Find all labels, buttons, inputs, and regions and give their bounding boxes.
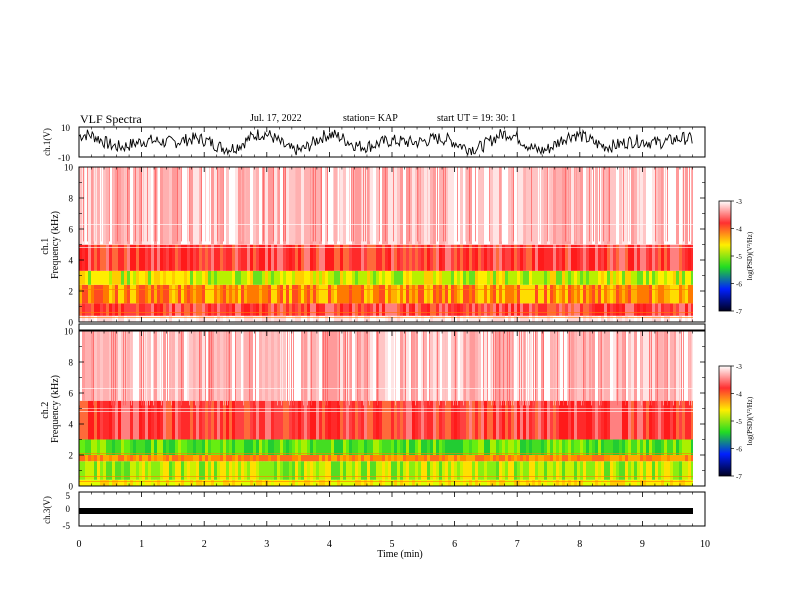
spectrogram-band: [79, 439, 695, 455]
time-tick-label: 3: [264, 539, 269, 550]
freq-tick-label: 2: [69, 451, 74, 461]
ch3-ytick-bottom: -5: [63, 521, 71, 531]
ch2-freq-ticks: 10 8 6 4 2 0: [64, 327, 705, 492]
ch2-freq-label-unit: Frequency (kHz): [50, 375, 61, 443]
ch1-waveform-trace: [78, 128, 693, 156]
ch1-ytick-top: 10: [61, 123, 71, 133]
colorbar-tick-label: -5: [736, 418, 742, 426]
time-tick-label: 2: [202, 539, 207, 550]
spectrogram-lines: [79, 388, 693, 482]
colorbar-tick-label: -6: [736, 281, 742, 289]
ch2-freq-label: ch.2 Frequency (kHz): [40, 375, 61, 443]
colorbar-ch1-gradient: [718, 200, 732, 312]
time-tick-label: 8: [577, 539, 582, 550]
colorbar-ch2-ticks: -3 -4 -5 -6 -7: [731, 363, 742, 481]
colorbar-ch2: -3 -4 -5 -6 -7 log(PSD)(V²/Hz): [718, 363, 754, 481]
spectrogram-band: [79, 315, 695, 322]
date-label: Jul. 17, 2022: [250, 113, 302, 124]
ch1-ylabel: ch.1(V): [42, 128, 52, 156]
time-axis-label: Time (min): [377, 549, 422, 560]
colorbar-ch1-label: log(PSD)(V²/Hz): [746, 231, 754, 280]
ch3-ylabel: ch.3(V): [42, 496, 52, 524]
time-tick-label: 4: [327, 539, 332, 550]
freq-tick-label: 6: [69, 389, 74, 399]
station-label: station= KAP: [343, 113, 398, 124]
time-tick-label: 7: [515, 539, 520, 550]
start-time-label: start UT = 19: 30: 1: [437, 113, 517, 124]
spectrogram-band: [79, 270, 695, 285]
ch3-ytick-mid: 0: [66, 504, 71, 514]
freq-tick-label: 4: [69, 256, 74, 266]
spectrogram-streaks: [81, 167, 692, 242]
freq-tick-label: 2: [69, 287, 74, 297]
ch3-waveform-panel: 5 0 -5 ch.3(V): [42, 491, 706, 531]
ch3-ytick-top: 5: [66, 491, 71, 501]
colorbar-ch1-ticks: -3 -4 -5 -6 -7: [731, 198, 742, 316]
ch1-spectrogram-heatmap: [79, 167, 705, 322]
freq-tick-label: 8: [69, 194, 74, 204]
spectrogram-band: [79, 244, 695, 271]
spectrogram-streaks: [79, 331, 692, 406]
time-axis-ticks: 0 1 2 3 4 5 6 7 8 9 10: [77, 127, 710, 550]
freq-tick-label: 4: [69, 420, 74, 430]
time-tick-label: 9: [640, 539, 645, 550]
freq-tick-label: 8: [69, 358, 74, 368]
colorbar-tick-label: -3: [736, 363, 742, 371]
freq-tick-label: 10: [64, 327, 74, 337]
freq-tick-label: 0: [69, 318, 74, 328]
time-tick-label: 10: [700, 539, 710, 550]
ch3-waveform-trace: [79, 508, 693, 514]
spectrogram-band: [79, 284, 695, 304]
spectrogram-band: [79, 167, 695, 245]
colorbar-tick-label: -7: [736, 308, 742, 316]
colorbar-tick-label: -6: [736, 446, 742, 454]
spectrogram-band: [79, 400, 695, 440]
ch1-freq-label-unit: Frequency (kHz): [50, 211, 61, 279]
ch2-spectrogram-heatmap: [79, 331, 705, 486]
ch2-spectrogram-panel: 10 8 6 4 2 0 ch.2 Frequency (kHz): [40, 327, 706, 492]
ch1-freq-ticks: 10 8 6 4 2 0: [64, 163, 705, 328]
ch1-spectrogram-panel: 10 8 6 4 2 0 ch.1 Frequency (kHz): [40, 163, 706, 328]
colorbar-ch1: -3 -4 -5 -6 -7 log(PSD)(V²/Hz): [718, 198, 754, 316]
colorbar-ch2-label: log(PSD)(V²/Hz): [746, 396, 754, 445]
ch1-freq-label-channel: ch.1: [40, 238, 51, 255]
freq-tick-label: 6: [69, 225, 74, 235]
colorbar-tick-label: -4: [736, 391, 742, 399]
time-tick-label: 1: [139, 539, 144, 550]
time-tick-label: 0: [77, 539, 82, 550]
spectrogram-band: [79, 303, 695, 316]
spectrogram-band: [79, 461, 695, 480]
panel-divider: [78, 323, 706, 331]
colorbar-tick-label: -4: [736, 226, 742, 234]
freq-tick-label: 0: [69, 482, 74, 492]
spectrogram-band: [79, 479, 695, 486]
colorbar-tick-label: -5: [736, 253, 742, 261]
spectrogram-lines: [79, 224, 693, 318]
figure-title: VLF Spectra: [80, 112, 142, 126]
spectrogram-band: [79, 331, 695, 401]
spectrogram-band: [79, 455, 695, 462]
colorbar-ch2-gradient: [718, 365, 732, 477]
time-tick-label: 5: [390, 539, 395, 550]
ch1-ytick-bottom: -10: [58, 153, 70, 163]
freq-tick-label: 10: [64, 163, 74, 173]
time-tick-label: 6: [452, 539, 457, 550]
colorbar-tick-label: -3: [736, 198, 742, 206]
ch1-freq-label: ch.1 Frequency (kHz): [40, 211, 61, 279]
ch2-freq-label-channel: ch.2: [40, 402, 51, 419]
colorbar-tick-label: -7: [736, 473, 742, 481]
